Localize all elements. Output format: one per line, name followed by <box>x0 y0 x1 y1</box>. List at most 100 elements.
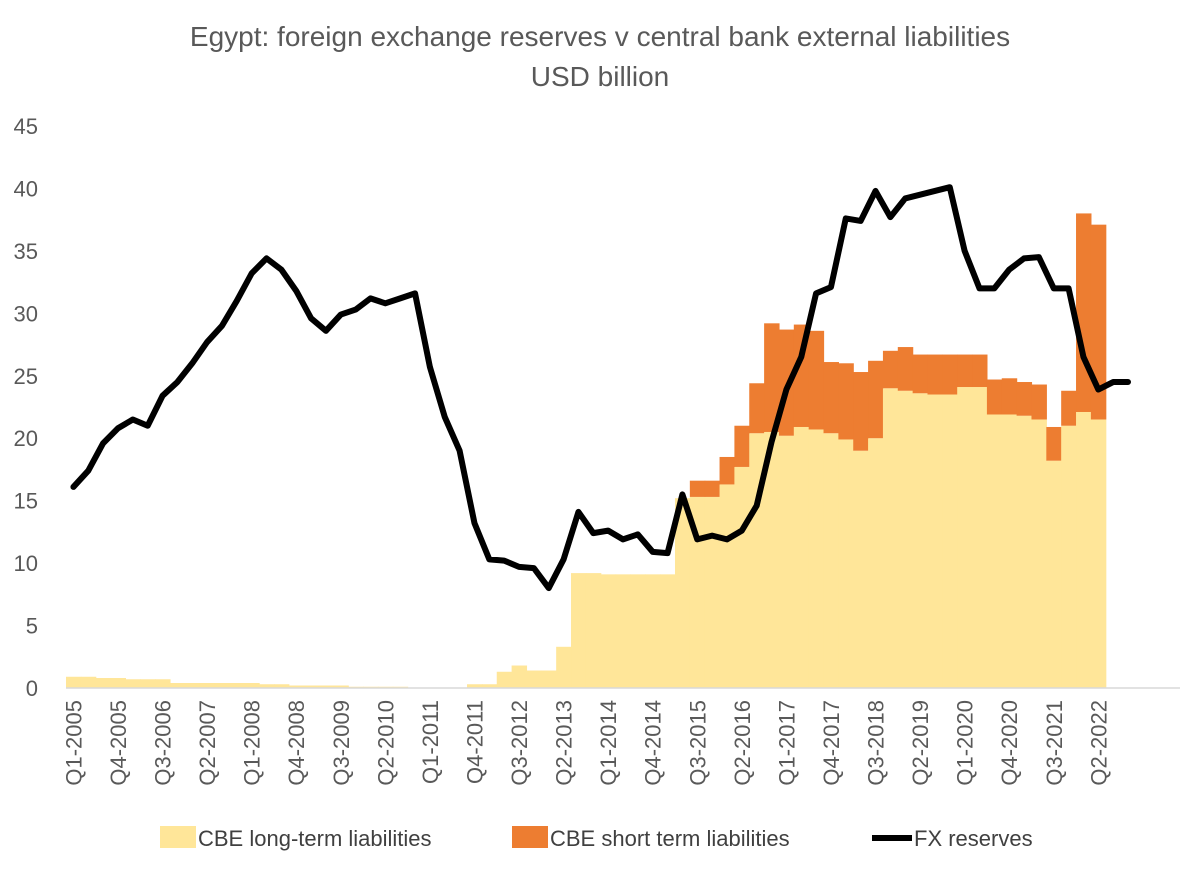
bar-long-term <box>273 684 290 688</box>
bar-short-term <box>868 360 884 439</box>
x-tick-label: Q2-2019 <box>908 700 933 786</box>
bar-long-term <box>169 683 186 688</box>
bar-long-term <box>630 574 646 688</box>
bar-long-term <box>764 431 780 688</box>
bar-long-term <box>823 433 839 688</box>
bar-long-term <box>199 683 216 688</box>
bar-short-term <box>838 363 854 440</box>
bar-short-term <box>853 372 869 451</box>
bar-short-term <box>1046 426 1062 461</box>
x-tick-label: Q3-2009 <box>329 700 354 786</box>
bar-long-term <box>244 683 260 688</box>
bar-long-term <box>972 387 988 688</box>
bar-short-term <box>942 354 958 395</box>
bar-long-term <box>957 387 973 688</box>
line-fx-reserves <box>70 184 1132 592</box>
bar-long-term <box>600 574 617 688</box>
bar-long-term <box>66 676 82 688</box>
legend-label: CBE short term liabilities <box>550 826 790 851</box>
x-tick-label: Q1-2017 <box>774 700 799 786</box>
x-tick-label: Q1-2005 <box>61 700 86 786</box>
bar-short-term <box>689 480 706 497</box>
bar-long-term <box>214 683 230 688</box>
y-tick-label: 40 <box>14 176 38 201</box>
y-tick-label: 0 <box>26 676 38 701</box>
x-tick-label: Q3-2018 <box>864 700 889 786</box>
bar-long-term <box>318 685 334 688</box>
bar-long-term <box>645 574 661 688</box>
bar-long-term <box>1061 425 1077 688</box>
x-tick-label: Q4-2014 <box>641 700 666 786</box>
bar-long-term <box>868 438 884 688</box>
legend-swatch <box>512 826 548 848</box>
bar-long-term <box>303 685 320 688</box>
bar-short-term <box>749 383 765 434</box>
x-tick-label: Q3-2015 <box>685 700 710 786</box>
x-tick-label: Q2-2022 <box>1086 700 1111 786</box>
bar-short-term <box>1076 213 1092 412</box>
bar-long-term <box>526 670 542 688</box>
bar-short-term <box>882 350 899 389</box>
bar-short-term <box>719 456 735 485</box>
y-tick-label: 45 <box>14 114 38 139</box>
bar-short-term <box>972 354 988 388</box>
y-tick-label: 10 <box>14 551 38 576</box>
x-tick-label: Q1-2011 <box>418 700 443 784</box>
bar-long-term <box>1046 460 1062 688</box>
bar-long-term <box>1016 415 1033 688</box>
legend-item-long-term: CBE long-term liabilities <box>160 826 432 851</box>
legend-item-short-term: CBE short term liabilities <box>512 826 790 851</box>
bar-long-term <box>140 679 156 688</box>
x-tick-label: Q3-2021 <box>1042 700 1067 786</box>
bar-long-term <box>556 646 572 688</box>
bar-long-term <box>734 466 750 688</box>
legend-label: CBE long-term liabilities <box>198 826 432 851</box>
bar-short-term <box>912 354 929 394</box>
x-tick-label: Q1-2014 <box>596 700 621 786</box>
bar-long-term <box>704 496 721 688</box>
bar-long-term <box>689 496 706 688</box>
x-tick-label: Q4-2008 <box>284 700 309 786</box>
bar-long-term <box>1076 412 1092 688</box>
bar-long-term <box>467 684 483 688</box>
bar-short-term <box>986 379 1003 415</box>
bar-long-term <box>882 388 899 688</box>
y-tick-label: 5 <box>26 614 38 639</box>
x-tick-label: Q2-2013 <box>552 700 577 786</box>
bar-long-term <box>333 685 349 688</box>
x-tick-label: Q4-2011 <box>462 700 487 784</box>
x-tick-label: Q1-2020 <box>953 700 978 786</box>
bar-long-term <box>229 683 245 688</box>
bar-long-term <box>719 484 735 688</box>
legend: CBE long-term liabilities CBE short term … <box>160 826 1033 851</box>
bar-long-term <box>511 665 528 688</box>
x-tick-label: Q2-2016 <box>730 700 755 786</box>
bar-long-term <box>585 573 602 688</box>
bar-long-term <box>95 678 112 688</box>
bar-short-term <box>927 354 943 395</box>
bar-long-term <box>1001 414 1018 688</box>
bar-short-term <box>1090 224 1107 420</box>
bar-short-term <box>823 362 839 434</box>
bar-long-term <box>808 429 825 688</box>
x-tick-label: Q2-2010 <box>373 700 398 786</box>
bar-short-term <box>897 347 914 391</box>
x-tick-label: Q4-2017 <box>819 700 844 786</box>
y-tick-label: 30 <box>14 301 38 326</box>
bar-long-term <box>110 678 127 688</box>
plot-area: 0 5 10 15 20 25 30 35 40 45 Q1-2005 Q4-2005 Q3-2006 Q… <box>14 114 1180 786</box>
x-tick-label: Q4-2005 <box>106 700 131 786</box>
bar-short-term <box>704 480 721 497</box>
bar-long-term <box>986 414 1003 688</box>
bar-short-term <box>1031 384 1047 420</box>
bar-short-term <box>764 323 780 432</box>
bar-short-term <box>734 425 750 467</box>
bar-long-term <box>853 450 869 688</box>
bar-long-term <box>897 390 914 688</box>
bar-long-term <box>615 574 632 688</box>
x-tick-label: Q4-2020 <box>997 700 1022 786</box>
x-tick-label: Q3-2012 <box>507 700 532 786</box>
bar-long-term <box>80 676 97 688</box>
bar-long-term <box>481 684 498 688</box>
